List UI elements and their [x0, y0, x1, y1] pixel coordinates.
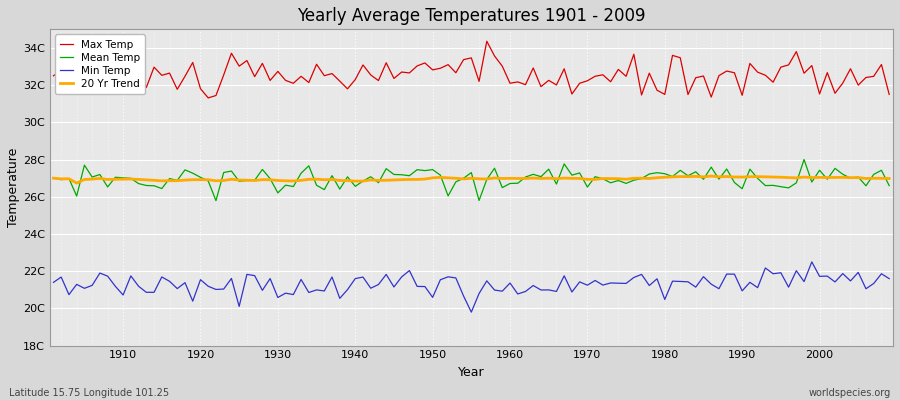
20 Yr Trend — [505, 176, 516, 181]
Min Temp — [512, 292, 523, 296]
Mean Temp — [884, 183, 895, 188]
20 Yr Trend — [335, 178, 346, 183]
Mean Temp — [798, 157, 809, 162]
20 Yr Trend — [512, 176, 523, 181]
Min Temp — [605, 280, 616, 285]
20 Yr Trend — [605, 176, 616, 181]
Line: Max Temp: Max Temp — [53, 41, 889, 98]
Mean Temp — [505, 181, 516, 186]
Mean Temp — [211, 198, 221, 203]
Max Temp — [520, 82, 531, 87]
Max Temp — [613, 67, 624, 72]
Mean Temp — [48, 176, 58, 180]
Min Temp — [48, 280, 58, 285]
Max Temp — [335, 79, 346, 84]
Line: 20 Yr Trend: 20 Yr Trend — [53, 176, 889, 183]
20 Yr Trend — [706, 174, 716, 178]
Max Temp — [110, 75, 121, 80]
20 Yr Trend — [48, 176, 58, 180]
Text: Latitude 15.75 Longitude 101.25: Latitude 15.75 Longitude 101.25 — [9, 388, 169, 398]
Mean Temp — [512, 181, 523, 186]
Max Temp — [884, 92, 895, 97]
Legend: Max Temp, Mean Temp, Min Temp, 20 Yr Trend: Max Temp, Mean Temp, Min Temp, 20 Yr Tre… — [55, 34, 145, 94]
20 Yr Trend — [118, 177, 129, 182]
Max Temp — [48, 74, 58, 78]
Mean Temp — [288, 184, 299, 189]
Mean Temp — [335, 187, 346, 192]
Title: Yearly Average Temperatures 1901 - 2009: Yearly Average Temperatures 1901 - 2009 — [297, 7, 645, 25]
Mean Temp — [110, 175, 121, 180]
Min Temp — [327, 274, 338, 279]
20 Yr Trend — [71, 181, 82, 186]
20 Yr Trend — [884, 176, 895, 181]
Y-axis label: Temperature: Temperature — [7, 148, 20, 227]
Mean Temp — [605, 180, 616, 185]
Min Temp — [505, 281, 516, 286]
20 Yr Trend — [288, 178, 299, 183]
Min Temp — [466, 310, 477, 314]
Min Temp — [110, 284, 121, 289]
Max Temp — [288, 81, 299, 86]
Max Temp — [482, 39, 492, 44]
Max Temp — [512, 80, 523, 84]
X-axis label: Year: Year — [458, 366, 484, 379]
Max Temp — [202, 96, 213, 100]
Min Temp — [280, 291, 291, 296]
Min Temp — [806, 260, 817, 264]
Line: Mean Temp: Mean Temp — [53, 160, 889, 201]
Min Temp — [884, 276, 895, 281]
Line: Min Temp: Min Temp — [53, 262, 889, 312]
Text: worldspecies.org: worldspecies.org — [809, 388, 891, 398]
